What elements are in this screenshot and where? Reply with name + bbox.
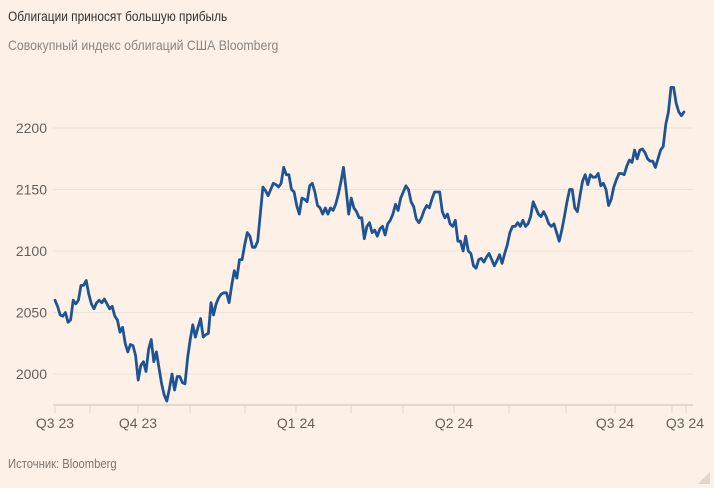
- x-tick-label: Q1 24: [277, 415, 315, 431]
- x-tick-label: Q3 24: [596, 415, 634, 431]
- y-tick-label: 2000: [16, 366, 47, 382]
- source-note: Источник: Bloomberg: [8, 457, 117, 471]
- chart-title: Облигации приносят большую прибыль: [8, 9, 228, 24]
- series-line: [53, 86, 686, 403]
- x-tick-label: Q3 24: [666, 415, 704, 431]
- y-tick-label: 2200: [16, 120, 47, 136]
- x-tick-label: Q4 23: [119, 415, 157, 431]
- y-tick-label: 2100: [16, 243, 47, 259]
- x-tick-label: Q3 23: [36, 415, 74, 431]
- resize-handle[interactable]: [698, 472, 710, 484]
- y-tick-label: 2150: [16, 182, 47, 198]
- y-tick-label: 2050: [16, 305, 47, 321]
- chart-subtitle: Совокупный индекс облигаций США Bloomber…: [8, 37, 279, 53]
- x-tick-label: Q2 24: [435, 415, 473, 431]
